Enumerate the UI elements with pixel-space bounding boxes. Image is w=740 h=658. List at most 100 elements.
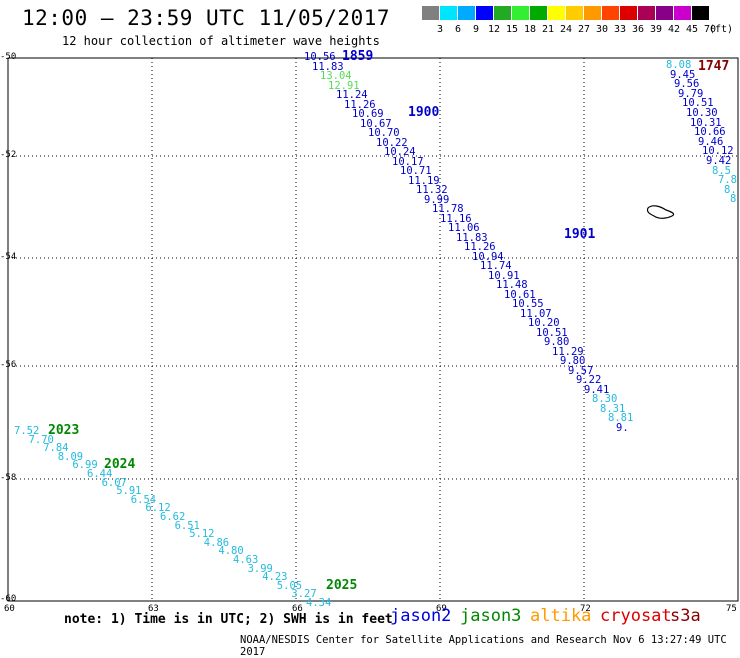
wave-height-value: 9.22 <box>576 374 602 386</box>
legend-swatch <box>422 6 439 20</box>
wave-height-value: 11.16 <box>440 212 472 225</box>
wave-height-value: 4.23 <box>262 571 288 584</box>
wave-height-value: 10.12 <box>702 145 734 158</box>
wave-height-value: 10.20 <box>528 317 560 329</box>
legend-tick-label: 36 <box>631 24 645 35</box>
longitude-label: 66 <box>292 604 303 614</box>
wave-height-value: 8.31 <box>600 402 626 415</box>
wave-height-value: 11.07 <box>520 307 552 320</box>
wave-height-value: 8.09 <box>57 450 84 463</box>
wave-height-value: 9.80 <box>560 355 586 367</box>
wave-height-value: 10.31 <box>690 116 722 129</box>
wave-height-value: 10.71 <box>400 165 432 177</box>
pass-time-label: 1747 <box>698 59 730 74</box>
wave-height-value: 4.86 <box>203 536 230 549</box>
legend-unit: (ft) <box>708 24 734 35</box>
map-frame <box>7 57 739 602</box>
legend-swatch <box>494 6 511 20</box>
wave-height-value: 10.91 <box>488 269 520 282</box>
satellite-name-jason2: jason2 <box>390 606 452 626</box>
satellite-name-jason3: jason3 <box>460 606 522 626</box>
legend-swatch <box>476 6 493 20</box>
pass-time-label: 2024 <box>104 457 136 472</box>
wave-height-value: 10.69 <box>352 108 384 120</box>
wave-height-value: 11.26 <box>344 98 376 111</box>
map-title: 12:00 — 23:59 UTC 11/05/2017 <box>22 6 391 30</box>
legend-tick-label: 24 <box>559 24 573 35</box>
footer-credit: NOAA/NESDIS Center for Satellite Applica… <box>240 634 727 658</box>
wave-height-value: 10.66 <box>694 126 726 139</box>
wave-height-value: 10.24 <box>384 146 416 158</box>
wave-height-value: 9.99 <box>424 193 450 206</box>
pass-time-label: 2023 <box>48 423 80 438</box>
latitude-label: -60 <box>0 594 17 604</box>
wave-height-value: 11.83 <box>312 60 344 73</box>
wave-height-value: 4.63 <box>233 554 259 566</box>
wave-height-value: 10.51 <box>682 97 714 110</box>
legend-tick-label: 45 <box>685 24 699 35</box>
wave-height-value: 10.56 <box>304 51 336 63</box>
legend-tick-label: 6 <box>454 24 462 35</box>
wave-height-value: 9.56 <box>674 78 700 91</box>
wave-height-value: 6.51 <box>174 519 200 532</box>
legend-swatch <box>638 6 655 20</box>
wave-height-value: 5.05 <box>276 579 303 592</box>
legend-swatch <box>530 6 547 20</box>
latitude-label: -54 <box>0 252 17 262</box>
wave-height-value: 11.26 <box>464 241 496 253</box>
legend-tick-label: 30 <box>595 24 609 35</box>
legend-tick-label: 33 <box>613 24 627 35</box>
pass-time-label: 2025 <box>326 578 358 593</box>
map-subtitle: 12 hour collection of altimeter wave hei… <box>62 34 380 48</box>
wave-height-value: 10.22 <box>376 136 408 149</box>
wave-height-value: 11.24 <box>336 89 368 101</box>
wave-height-value: 9.46 <box>698 135 724 148</box>
legend-tick-label: 15 <box>505 24 519 35</box>
longitude-label: 75 <box>726 604 737 614</box>
wave-height-value: 11.74 <box>480 260 512 272</box>
wave-height-value: 13.04 <box>320 70 352 82</box>
wave-height-value: 9.57 <box>568 364 594 377</box>
wave-height-value: 11.19 <box>408 174 440 187</box>
wave-height-value: 8. <box>724 183 737 196</box>
wave-height-value: 9.80 <box>544 336 570 348</box>
wave-height-value: 8.81 <box>608 412 634 424</box>
wave-height-value: 9.41 <box>584 383 610 396</box>
legend-swatch <box>692 6 709 20</box>
longitude-label: 63 <box>148 604 159 614</box>
wave-height-value: 11.06 <box>448 222 480 234</box>
wave-height-value: 8.5 <box>712 164 731 177</box>
latitude-label: -56 <box>0 360 17 370</box>
wave-height-value: 10.61 <box>504 288 536 301</box>
wave-height-value: 6.07 <box>101 476 127 489</box>
legend-tick-label: 27 <box>577 24 591 35</box>
wave-height-value: 6.44 <box>87 468 113 480</box>
wave-height-value: 7.84 <box>43 442 69 455</box>
wave-height-value: 4.80 <box>218 545 244 558</box>
satellite-name-cryosat: cryosat <box>600 606 672 626</box>
wave-height-value: 11.78 <box>432 203 464 215</box>
legend-tick-label: 12 <box>487 24 501 35</box>
wave-height-value: 7.52 <box>14 425 40 437</box>
legend-tick-label: 18 <box>523 24 537 35</box>
wave-height-value: 8.08 <box>666 59 692 71</box>
wave-height-value: 11.48 <box>496 279 528 291</box>
wave-height-value: 4.34 <box>306 597 332 609</box>
legend-tick-label: 21 <box>541 24 555 35</box>
legend-swatch <box>566 6 583 20</box>
legend-swatch <box>620 6 637 20</box>
legend-swatch <box>512 6 529 20</box>
legend-tick-label: 70 <box>703 24 717 35</box>
wave-height-value: 10.30 <box>686 107 718 119</box>
satellite-name-s3a: s3a <box>670 606 701 626</box>
wave-height-value: 6.62 <box>160 511 186 523</box>
longitude-label: 69 <box>436 604 447 614</box>
wave-height-value: 10.55 <box>512 298 544 310</box>
satellite-name-altika: altika <box>530 606 592 626</box>
pass-time-label: 1859 <box>342 49 374 64</box>
wave-height-value: 5.12 <box>189 528 215 541</box>
note-text: note: 1) Time is in UTC; 2) SWH is in fe… <box>64 612 393 627</box>
wave-height-value: 9. <box>616 421 629 434</box>
latitude-label: -50 <box>0 52 17 62</box>
